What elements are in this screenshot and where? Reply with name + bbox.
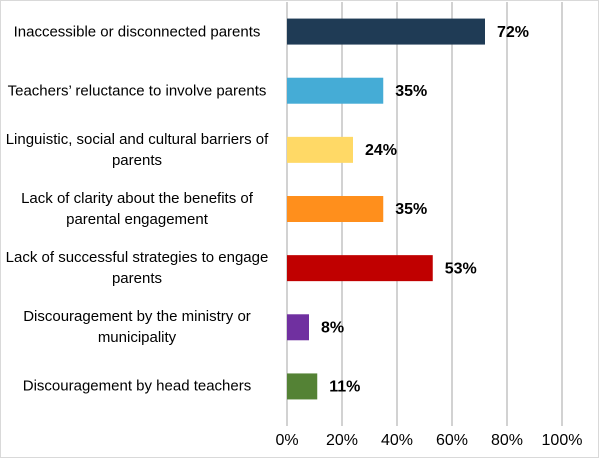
bar: [287, 255, 433, 282]
y-tick-label: Linguistic, social and cultural barriers…: [5, 130, 269, 169]
y-tick-label: Teachers’ reluctance to involve parents: [7, 82, 267, 100]
x-tick-label: 100%: [542, 432, 583, 449]
value-label: 8%: [321, 320, 344, 337]
bar: [287, 136, 353, 163]
y-tick-label: Discouragement by the ministry or munici…: [23, 308, 251, 347]
x-tick-label: 60%: [436, 432, 468, 449]
x-tick-label: 20%: [326, 432, 358, 449]
x-tick-label: 80%: [491, 432, 523, 449]
value-label: 53%: [445, 260, 477, 277]
y-tick-label: Inaccessible or disconnected parents: [13, 23, 261, 41]
bar: [287, 373, 318, 400]
y-tick-label: Lack of successful strategies to engage …: [5, 249, 269, 288]
value-label: 35%: [395, 83, 427, 100]
bar: [287, 18, 485, 45]
value-label: 35%: [395, 201, 427, 218]
y-tick-label: Discouragement by head teachers: [22, 377, 252, 395]
value-label: 72%: [497, 24, 529, 41]
x-tick-label: 0%: [275, 432, 298, 449]
value-label: 11%: [329, 379, 360, 396]
y-tick-label: Lack of clarity about the benefits of pa…: [21, 190, 253, 228]
bar: [287, 314, 309, 341]
x-tick-label: 40%: [381, 432, 413, 449]
bar: [287, 196, 384, 222]
value-label: 24%: [365, 142, 397, 159]
bar: [287, 77, 384, 104]
